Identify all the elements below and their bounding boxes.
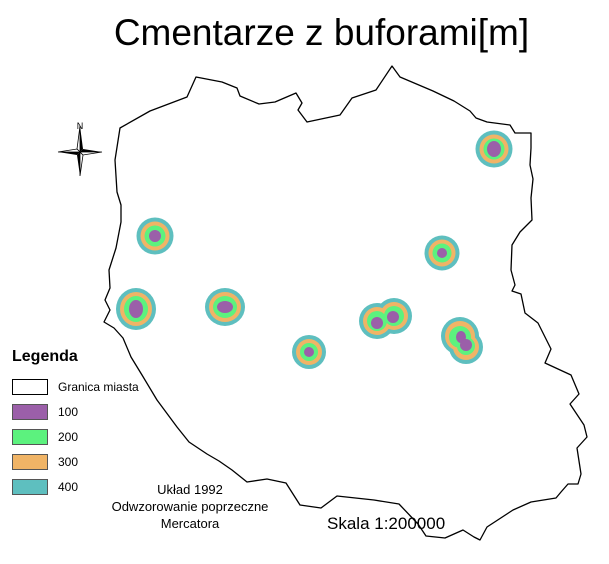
cemetery-buffer-cluster	[359, 298, 412, 339]
legend-swatch	[12, 403, 48, 420]
cemetery-buffer	[116, 288, 156, 330]
legend-item: 300	[12, 449, 162, 474]
cemetery-buffer	[205, 288, 245, 326]
cemetery-buffer	[424, 235, 460, 271]
north-label: N	[77, 121, 84, 131]
legend-item: 100	[12, 399, 162, 424]
legend-label: 100	[58, 404, 79, 419]
legend-swatch	[12, 453, 48, 470]
cemetery-buffer	[292, 335, 326, 369]
cemetery-buffer	[136, 217, 174, 255]
projection-info: Układ 1992 Odwzorowanie poprzeczne Merca…	[90, 481, 290, 532]
legend-swatch	[12, 378, 48, 395]
info-line-2: Odwzorowanie poprzeczne	[111, 499, 269, 514]
legend-item: 200	[12, 424, 162, 449]
legend-label: 400	[58, 479, 79, 494]
legend-label: Granica miasta	[58, 379, 139, 394]
cemetery-buffer	[475, 130, 513, 168]
north-arrow-icon	[57, 125, 103, 177]
city-boundary	[103, 65, 588, 541]
scale-text: Skala 1:200000	[327, 514, 446, 533]
legend-label: 200	[58, 429, 79, 444]
legend-swatch	[12, 428, 48, 445]
legend-items: Granica miasta 100 200 300 400	[12, 374, 162, 499]
legend-item: Granica miasta	[12, 374, 162, 399]
legend: Legenda Granica miasta 100 200 300 400	[12, 348, 162, 499]
info-line-3: Mercatora	[160, 516, 220, 531]
legend-label: 300	[58, 454, 79, 469]
cemetery-buffer-cluster	[441, 317, 483, 364]
legend-swatch	[12, 478, 48, 495]
legend-item: 400	[12, 474, 162, 499]
info-line-1: Układ 1992	[157, 482, 223, 497]
legend-title: Legenda	[12, 348, 78, 365]
map-title: Cmentarze z buforami[m]	[113, 12, 530, 53]
